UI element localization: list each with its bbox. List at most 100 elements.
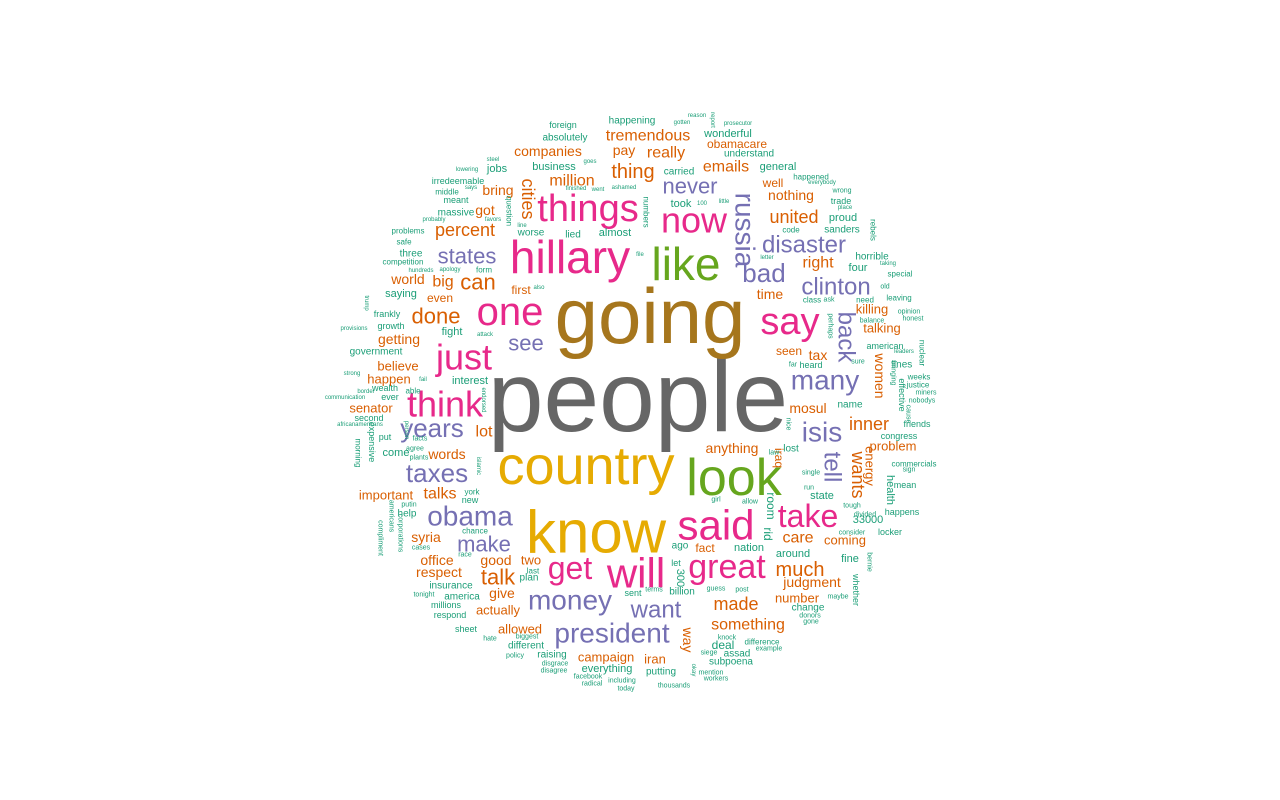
word-everything: everything — [582, 663, 633, 675]
word-cases: cases — [412, 545, 431, 552]
word-emails: emails — [703, 159, 749, 176]
word-problem: problem — [870, 439, 917, 454]
word-important: important — [359, 488, 414, 503]
word-cities: cities — [518, 178, 538, 219]
word-states: states — [438, 244, 497, 269]
word-trump: trump — [363, 295, 369, 311]
word-health: health — [884, 475, 896, 505]
word-great: great — [688, 548, 766, 586]
word-know: know — [526, 499, 667, 566]
word-wonderful: wonderful — [703, 128, 752, 140]
word-radical: radical — [582, 681, 603, 688]
word-raising: raising — [537, 650, 566, 661]
word-facts: facts — [413, 436, 428, 443]
word-sheet: sheet — [455, 624, 478, 634]
word-effective: effective — [897, 378, 907, 411]
word-rid: rid — [761, 527, 775, 540]
word-lot: lot — [476, 424, 493, 441]
word-many: many — [791, 365, 859, 396]
word-middle: middle — [435, 188, 459, 197]
word-talking: talking — [863, 321, 901, 336]
word-right: right — [802, 255, 834, 272]
word-everybody: everybody — [808, 180, 836, 186]
word-actually: actually — [476, 603, 521, 618]
word-mosul: mosul — [789, 400, 826, 416]
word-gone: gone — [803, 619, 819, 626]
word-isis: isis — [802, 417, 842, 448]
word-100: 100 — [697, 201, 708, 207]
word-say: say — [760, 301, 819, 343]
word-tax: tax — [809, 347, 828, 363]
word-one: one — [477, 290, 544, 334]
word-look: look — [686, 449, 782, 507]
word-frankly: frankly — [374, 309, 401, 319]
word-place: place — [838, 205, 853, 211]
word-maybe: maybe — [827, 594, 848, 601]
word-leaders: leaders — [894, 349, 914, 355]
word-mention: mention — [699, 670, 724, 677]
word-bad: bad — [742, 258, 785, 288]
word-room: room — [764, 492, 778, 519]
word-happen: happen — [367, 372, 410, 387]
word-report: report — [709, 112, 715, 128]
word-hundreds: hundreds — [408, 268, 433, 274]
word-girl: girl — [711, 497, 721, 504]
word-said: said — [677, 502, 754, 549]
word-ask: ask — [824, 297, 835, 304]
word-tremendous: tremendous — [606, 128, 691, 145]
word-form: form — [476, 266, 492, 275]
word-allow: allow — [742, 499, 759, 506]
word-law: law — [769, 450, 780, 457]
word-obamacare: obamacare — [707, 137, 767, 151]
word-divided: divided — [854, 512, 876, 519]
word-fail: fail — [419, 377, 427, 383]
word-can: can — [460, 270, 495, 295]
word-respect: respect — [416, 564, 462, 580]
word-prosecutor: prosecutor — [724, 121, 752, 127]
word-name: name — [837, 400, 862, 411]
word-president: president — [554, 618, 669, 649]
word-worse: worse — [517, 228, 545, 239]
word-expensive: expensive — [367, 422, 377, 463]
word-went: went — [591, 187, 605, 193]
word-going: going — [555, 272, 746, 360]
word-disagree: disagree — [541, 668, 568, 675]
word-subpoena: subpoena — [709, 657, 753, 668]
word-proud: proud — [829, 212, 857, 224]
word-percent: percent — [435, 220, 495, 240]
word-russia: russia — [730, 193, 761, 268]
word-talks: talks — [424, 486, 457, 503]
word-insurance: insurance — [429, 581, 473, 592]
word-morning: morning — [354, 439, 363, 468]
word-two: two — [521, 553, 541, 568]
word-300: 300 — [674, 569, 686, 587]
word-assad: assad — [724, 649, 751, 660]
word-weeks: weeks — [907, 373, 931, 382]
word-deal: deal — [712, 638, 735, 652]
word-got: got — [475, 202, 495, 218]
word-siege: siege — [701, 650, 718, 657]
word-terms: terms — [645, 587, 663, 594]
word-run: run — [804, 485, 814, 492]
word-american: american — [866, 341, 903, 351]
word-made: made — [713, 594, 758, 614]
word-want: want — [630, 597, 682, 624]
word-york: york — [464, 488, 480, 497]
word-energy: energy — [863, 446, 878, 486]
word-probably: probably — [422, 217, 445, 223]
word-americans: americans — [388, 500, 395, 533]
word-pay: pay — [613, 142, 636, 158]
word-compliment: compliment — [377, 520, 384, 556]
word-ashamed: ashamed — [612, 185, 637, 191]
word-three: three — [400, 249, 423, 260]
word-time: time — [757, 286, 784, 302]
word-class: class — [803, 296, 821, 305]
word-interest: interest — [452, 375, 488, 387]
word-country: country — [497, 436, 674, 496]
word-coming: coming — [824, 533, 866, 548]
word-campaign: campaign — [578, 650, 634, 665]
word-plants: plants — [410, 455, 429, 462]
word-far: far — [789, 362, 798, 369]
word-make: make — [457, 532, 511, 557]
word-america: america — [444, 592, 480, 603]
